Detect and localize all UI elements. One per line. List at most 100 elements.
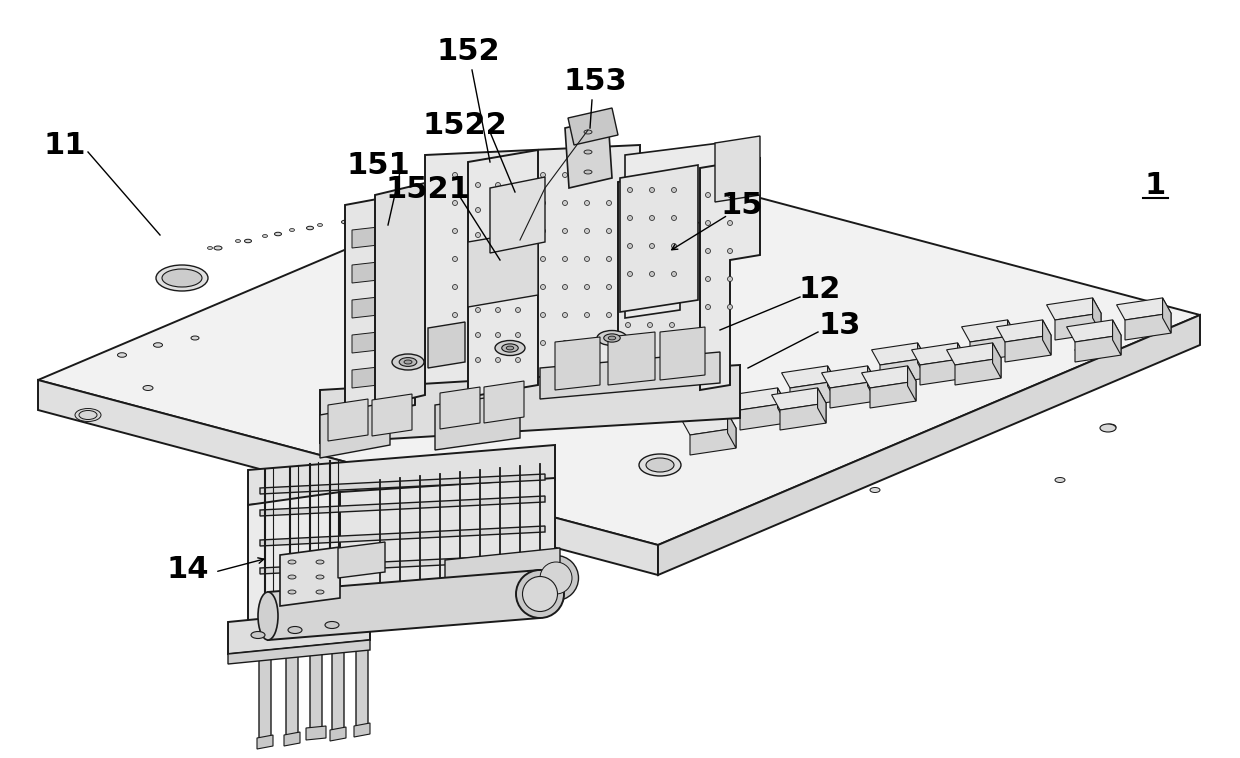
Ellipse shape [1075, 347, 1085, 352]
Polygon shape [870, 381, 916, 408]
Ellipse shape [563, 312, 568, 318]
Ellipse shape [1104, 424, 1116, 430]
Polygon shape [771, 388, 826, 410]
Ellipse shape [258, 592, 278, 640]
Ellipse shape [630, 390, 640, 394]
Ellipse shape [670, 223, 675, 227]
Polygon shape [340, 478, 556, 605]
Polygon shape [790, 381, 836, 408]
Text: 1522: 1522 [423, 111, 507, 139]
Polygon shape [625, 143, 720, 318]
Ellipse shape [453, 284, 458, 290]
Polygon shape [689, 428, 737, 455]
Ellipse shape [306, 226, 314, 230]
Ellipse shape [563, 284, 568, 290]
Polygon shape [872, 343, 926, 365]
Polygon shape [1066, 320, 1121, 342]
Ellipse shape [670, 297, 675, 302]
Ellipse shape [647, 223, 652, 227]
Ellipse shape [518, 228, 523, 233]
Ellipse shape [516, 308, 521, 312]
Polygon shape [352, 364, 405, 388]
Ellipse shape [475, 258, 481, 262]
Polygon shape [428, 322, 465, 368]
Ellipse shape [496, 228, 501, 233]
Polygon shape [608, 332, 655, 385]
Polygon shape [957, 343, 966, 378]
Ellipse shape [670, 272, 675, 277]
Ellipse shape [541, 173, 546, 177]
Ellipse shape [650, 215, 655, 221]
Polygon shape [920, 358, 966, 385]
Ellipse shape [350, 218, 355, 221]
Ellipse shape [670, 248, 675, 252]
Ellipse shape [706, 249, 711, 253]
Ellipse shape [584, 201, 589, 205]
Text: 13: 13 [818, 311, 862, 340]
Ellipse shape [584, 340, 589, 346]
Ellipse shape [670, 347, 675, 352]
Polygon shape [565, 118, 613, 188]
Polygon shape [228, 640, 370, 664]
Ellipse shape [518, 201, 523, 205]
Ellipse shape [475, 358, 481, 362]
Ellipse shape [453, 312, 458, 318]
Polygon shape [862, 366, 916, 388]
Ellipse shape [606, 312, 611, 318]
Text: 151: 151 [346, 151, 410, 180]
Ellipse shape [627, 215, 632, 221]
Ellipse shape [502, 344, 518, 352]
Ellipse shape [646, 458, 675, 472]
Ellipse shape [475, 208, 481, 212]
Polygon shape [868, 366, 875, 401]
Ellipse shape [706, 221, 711, 225]
Ellipse shape [625, 347, 630, 352]
Ellipse shape [496, 173, 501, 177]
Ellipse shape [647, 297, 652, 302]
Polygon shape [228, 608, 370, 654]
Ellipse shape [382, 214, 387, 217]
Ellipse shape [627, 243, 632, 249]
Ellipse shape [118, 352, 126, 357]
Polygon shape [320, 402, 391, 458]
Polygon shape [715, 136, 760, 202]
Ellipse shape [518, 340, 523, 346]
Ellipse shape [404, 360, 412, 364]
Ellipse shape [378, 215, 386, 219]
Ellipse shape [496, 201, 501, 205]
Ellipse shape [496, 340, 501, 346]
Ellipse shape [496, 312, 501, 318]
Ellipse shape [606, 173, 611, 177]
Ellipse shape [317, 224, 322, 227]
Ellipse shape [647, 322, 652, 327]
Polygon shape [1047, 298, 1101, 320]
Ellipse shape [506, 346, 513, 350]
Polygon shape [1163, 298, 1171, 333]
Polygon shape [1116, 298, 1171, 320]
Polygon shape [259, 647, 272, 741]
Polygon shape [260, 554, 546, 574]
Polygon shape [260, 496, 546, 516]
Ellipse shape [650, 460, 670, 470]
Polygon shape [658, 315, 1200, 575]
Ellipse shape [316, 575, 324, 579]
Ellipse shape [288, 590, 296, 594]
Ellipse shape [706, 277, 711, 281]
Ellipse shape [647, 248, 652, 252]
Ellipse shape [191, 336, 198, 340]
Ellipse shape [516, 283, 521, 287]
Ellipse shape [672, 187, 677, 193]
Polygon shape [780, 403, 826, 430]
Polygon shape [997, 320, 1052, 342]
Ellipse shape [516, 258, 521, 262]
Polygon shape [260, 474, 546, 494]
Ellipse shape [475, 308, 481, 312]
Ellipse shape [563, 228, 568, 233]
Ellipse shape [606, 256, 611, 262]
Ellipse shape [496, 233, 501, 237]
Polygon shape [329, 399, 368, 441]
Ellipse shape [606, 340, 611, 346]
Ellipse shape [475, 283, 481, 287]
Ellipse shape [650, 271, 655, 277]
Ellipse shape [453, 201, 458, 205]
